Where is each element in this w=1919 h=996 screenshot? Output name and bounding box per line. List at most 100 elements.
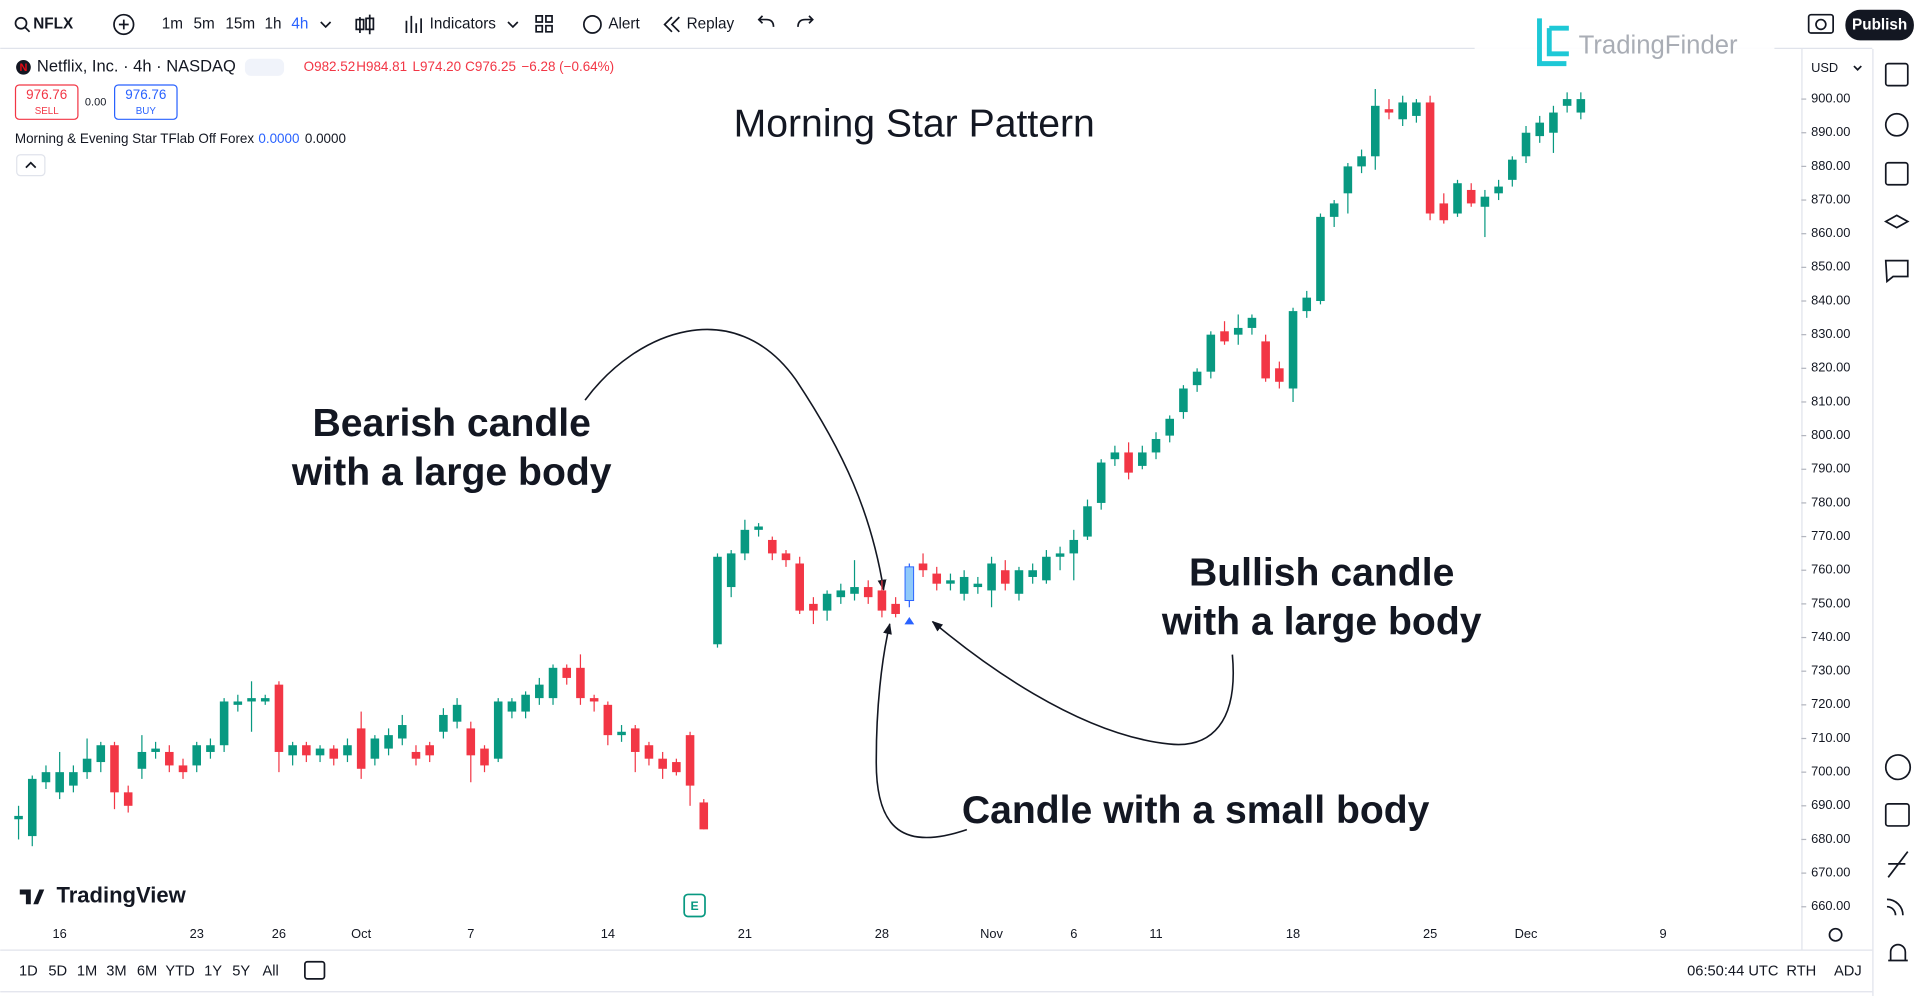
watchlist-icon[interactable]	[1884, 62, 1909, 87]
snapshot[interactable]	[1807, 13, 1834, 34]
y-tick-label: 700.00	[1811, 764, 1850, 779]
chart-type-icon[interactable]	[355, 14, 375, 35]
y-tick-label: 890.00	[1811, 124, 1850, 139]
replay-icon[interactable]	[663, 16, 680, 33]
adj-toggle[interactable]: ADJ	[1834, 963, 1862, 979]
range-button[interactable]: 1D	[19, 963, 38, 979]
range-button[interactable]: 1M	[77, 963, 97, 979]
currency[interactable]: USD	[1811, 60, 1838, 75]
candle-body	[562, 667, 572, 678]
candle-body	[1398, 102, 1407, 120]
range-button[interactable]: YTD	[165, 963, 194, 979]
candle-body	[110, 745, 119, 793]
buy-label[interactable]: BUY	[136, 106, 157, 117]
earnings-marker-letter[interactable]: E	[691, 899, 699, 913]
range-button[interactable]: All	[262, 963, 278, 979]
add-symbol[interactable]	[113, 13, 135, 36]
search-icon[interactable]	[14, 16, 28, 30]
streams-icon[interactable]	[1886, 898, 1904, 916]
range-button[interactable]: 1Y	[204, 963, 222, 979]
indicators-button[interactable]: Indicators	[430, 16, 497, 33]
publish-label[interactable]: Publish	[1852, 17, 1907, 34]
x-tick-label: 21	[738, 926, 752, 941]
x-tick-label: 18	[1286, 926, 1300, 941]
sell-price[interactable]: 976.76	[26, 87, 67, 102]
range-button[interactable]: 3M	[106, 963, 126, 979]
chart-title: Morning Star Pattern	[734, 102, 1095, 145]
publish-button[interactable]	[1845, 9, 1914, 41]
alert-icon[interactable]	[583, 15, 602, 34]
replay-button[interactable]: Replay	[687, 16, 735, 33]
candle-body	[82, 758, 92, 773]
layers-icon[interactable]	[1883, 214, 1910, 229]
x-tick-label: 14	[601, 926, 615, 941]
sell-label[interactable]: SELL	[35, 106, 59, 117]
y-tick-label: 820.00	[1811, 360, 1850, 375]
candle-body	[165, 751, 174, 766]
range-button[interactable]: 5D	[48, 963, 67, 979]
interval-active[interactable]: 4h	[291, 16, 308, 33]
y-tick-label: 690.00	[1811, 797, 1850, 812]
buy-price[interactable]: 976.76	[125, 87, 166, 102]
candle-body	[329, 748, 339, 759]
search-icon	[24, 26, 31, 33]
ohlc-open: O982.52	[304, 59, 356, 74]
alert-button[interactable]: Alert	[608, 16, 640, 33]
candle-body	[535, 684, 544, 699]
indicators-icon[interactable]	[405, 15, 422, 34]
range-button[interactable]: 6M	[137, 963, 157, 979]
hotlist-icon[interactable]	[1884, 754, 1912, 781]
ideas-icon[interactable]	[1887, 851, 1909, 878]
tradingview-logo-text: TradingView	[56, 883, 186, 908]
candle-body	[521, 694, 530, 712]
notes-icon[interactable]	[1884, 161, 1909, 186]
interval[interactable]: 1m	[162, 16, 183, 33]
calendar-icon[interactable]	[1884, 803, 1910, 827]
candle-body	[14, 815, 23, 820]
candle-body	[795, 563, 804, 611]
candle-body	[466, 728, 476, 756]
undo[interactable]	[757, 15, 775, 27]
y-tick-label: 750.00	[1811, 595, 1850, 610]
candle-body	[1110, 452, 1120, 460]
interval[interactable]: 5m	[194, 16, 215, 33]
candle-body	[630, 728, 640, 752]
layouts-icon[interactable]	[535, 15, 553, 33]
arrow	[875, 622, 968, 839]
buy-button[interactable]	[114, 84, 178, 120]
candle-body	[617, 731, 626, 736]
indicator-value: 0.0000	[305, 131, 346, 146]
rth-toggle[interactable]: RTH	[1786, 963, 1816, 979]
chat-icon[interactable]	[1884, 259, 1909, 284]
candle-body	[1233, 327, 1243, 335]
goto-date[interactable]	[304, 960, 326, 980]
legend: N Netflix, Inc. · 4h · NASDAQ O982.52 H9…	[14, 58, 614, 177]
interval[interactable]: 15m	[225, 16, 255, 33]
candle-body	[987, 563, 996, 591]
symbol[interactable]: NFLX	[33, 16, 74, 33]
candle-body	[493, 701, 503, 759]
y-tick-label: 840.00	[1811, 292, 1850, 307]
candle-body	[726, 553, 736, 588]
earnings-marker[interactable]	[683, 893, 706, 918]
alerts-icon[interactable]	[1884, 112, 1909, 137]
range-button[interactable]: 5Y	[232, 963, 250, 979]
candle-body	[1014, 570, 1024, 594]
x-tick-label: 25	[1423, 926, 1437, 941]
redo[interactable]	[797, 15, 814, 27]
candle-body	[1384, 109, 1394, 113]
notifications-icon[interactable]	[1888, 943, 1908, 962]
sell-button[interactable]	[14, 84, 79, 120]
right-sidebar	[1872, 48, 1912, 996]
chevron[interactable]	[507, 21, 519, 29]
candle-body	[1412, 102, 1421, 116]
candle-body	[1042, 556, 1051, 581]
chevron[interactable]	[320, 21, 332, 29]
snapshot	[1815, 18, 1827, 31]
candle-body	[384, 735, 393, 749]
candle-body	[411, 751, 421, 759]
candle-body	[219, 701, 229, 746]
collapse-button[interactable]	[16, 154, 46, 177]
interval[interactable]: 1h	[265, 16, 282, 33]
axis-settings[interactable]	[1828, 927, 1843, 942]
